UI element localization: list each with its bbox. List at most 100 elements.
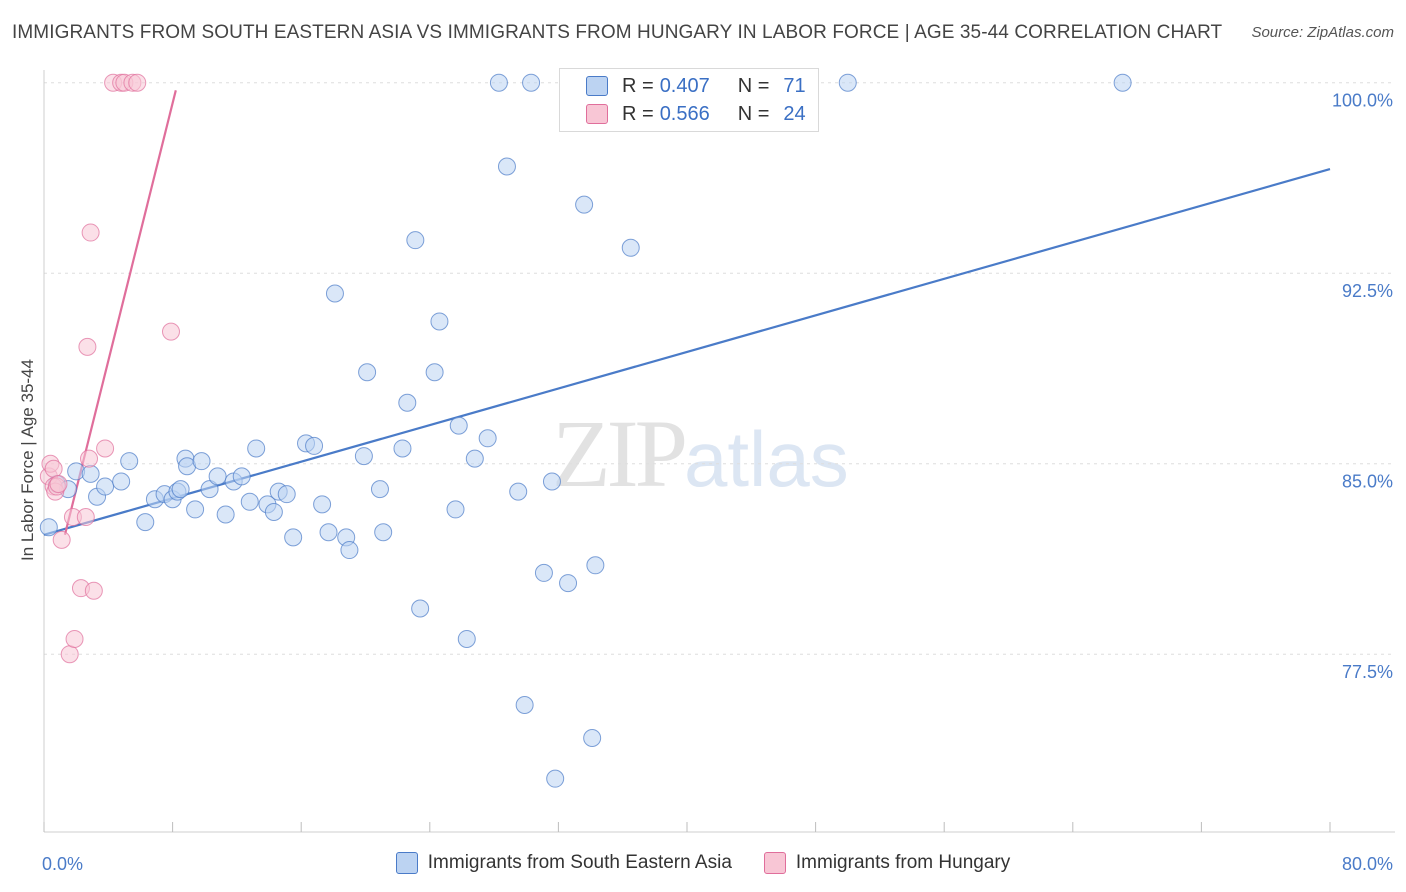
legend-swatch-sea — [586, 76, 608, 96]
axis-layer — [43, 70, 1395, 833]
point-sea — [586, 556, 605, 575]
watermark: ZIPatlas — [552, 398, 849, 509]
point-sea — [542, 472, 561, 491]
grid-layer — [44, 82, 1395, 655]
x-tick-label: 80.0% — [1342, 854, 1393, 874]
point-sea — [1113, 73, 1132, 92]
point-sea — [411, 599, 430, 618]
point-hungary — [44, 459, 63, 478]
point-sea — [120, 452, 139, 471]
point-sea — [621, 238, 640, 257]
correlation-legend: R = 0.407 N = 71 R = 0.566 N = 24 — [559, 68, 819, 132]
point-sea — [39, 518, 58, 537]
point-hungary — [84, 581, 103, 600]
y-tick-label: 100.0% — [1332, 91, 1393, 111]
point-sea — [247, 439, 266, 458]
y-tick-label: 92.5% — [1342, 281, 1393, 301]
point-hungary — [60, 645, 79, 664]
point-sea — [325, 284, 344, 303]
point-sea — [284, 528, 303, 547]
legend-r-label: R = — [622, 102, 654, 125]
legend-swatch-hungary — [586, 104, 608, 124]
watermark-zip: ZIP — [552, 400, 688, 507]
point-sea — [305, 436, 324, 455]
point-sea — [186, 500, 205, 519]
point-sea — [216, 505, 235, 524]
y-axis-label: In Labor Force | Age 35-44 — [18, 359, 37, 561]
point-sea — [478, 429, 497, 448]
point-sea — [96, 477, 115, 496]
point-sea — [277, 485, 296, 504]
series-legend: Immigrants from South Eastern Asia Immig… — [0, 852, 1406, 874]
point-sea — [522, 73, 541, 92]
point-sea — [200, 480, 219, 499]
point-sea — [457, 629, 476, 648]
point-hungary — [128, 73, 147, 92]
point-sea — [449, 416, 468, 435]
legend-n-label: N = — [737, 74, 770, 97]
point-sea — [838, 73, 857, 92]
point-sea — [430, 312, 449, 331]
point-sea — [112, 472, 131, 491]
point-sea — [559, 574, 578, 593]
point-hungary — [76, 508, 95, 527]
legend-label-sea: Immigrants from South Eastern Asia — [427, 852, 732, 873]
point-hungary — [52, 530, 71, 549]
point-hungary — [81, 223, 100, 242]
point-hungary — [96, 439, 115, 458]
point-sea — [398, 393, 417, 412]
point-hungary — [49, 475, 68, 494]
point-sea — [425, 363, 444, 382]
point-sea — [583, 729, 602, 748]
legend-r-value: 0.566 — [659, 102, 710, 125]
chart-title: IMMIGRANTS FROM SOUTH EASTERN ASIA VS IM… — [12, 22, 1223, 43]
point-sea — [232, 467, 251, 486]
point-sea — [489, 73, 508, 92]
point-sea — [192, 452, 211, 471]
legend-n-value: 24 — [783, 102, 806, 125]
legend-swatch-hungary — [763, 852, 786, 874]
point-sea — [81, 464, 100, 483]
point-sea — [370, 480, 389, 499]
trend-line-sea — [43, 168, 1331, 536]
point-hungary — [80, 449, 99, 468]
point-hungary — [161, 322, 180, 341]
point-sea — [546, 769, 565, 788]
point-sea — [446, 500, 465, 519]
point-sea — [374, 523, 393, 542]
point-sea — [136, 513, 155, 532]
point-sea — [406, 231, 425, 250]
trend-layer — [43, 90, 1331, 536]
point-sea — [313, 495, 332, 514]
point-sea — [497, 157, 516, 176]
x-tick-label: 0.0% — [42, 854, 83, 874]
legend-item-sea[interactable]: Immigrants from South Eastern Asia — [395, 852, 732, 874]
legend-row-sea: R = 0.407 N = 71 — [560, 72, 806, 100]
point-sea — [358, 363, 377, 382]
legend-r-label: R = — [622, 74, 654, 97]
point-hungary — [65, 629, 84, 648]
point-sea — [465, 449, 484, 468]
legend-item-hungary[interactable]: Immigrants from Hungary — [763, 852, 1010, 874]
point-sea — [208, 467, 227, 486]
legend-n-label: N = — [737, 102, 770, 125]
point-sea — [534, 563, 553, 582]
chart-source: Source: ZipAtlas.com — [1251, 24, 1394, 41]
tick-label-layer: 77.5% 85.0% 92.5% 100.0% 0.0% 80.0% — [42, 91, 1393, 874]
legend-r-value: 0.407 — [659, 74, 710, 97]
points-layer — [39, 73, 1132, 788]
point-sea — [171, 480, 190, 499]
y-tick-label: 85.0% — [1342, 472, 1393, 492]
point-sea — [340, 541, 359, 560]
watermark-atlas: atlas — [684, 415, 849, 503]
point-sea — [354, 447, 373, 466]
legend-swatch-sea — [395, 852, 418, 874]
point-hungary — [78, 337, 97, 356]
point-sea — [515, 696, 534, 714]
point-sea — [240, 492, 259, 511]
legend-row-hungary: R = 0.566 N = 24 — [560, 100, 806, 128]
point-sea — [575, 195, 594, 214]
point-sea — [264, 502, 283, 521]
y-tick-label: 77.5% — [1342, 662, 1393, 682]
